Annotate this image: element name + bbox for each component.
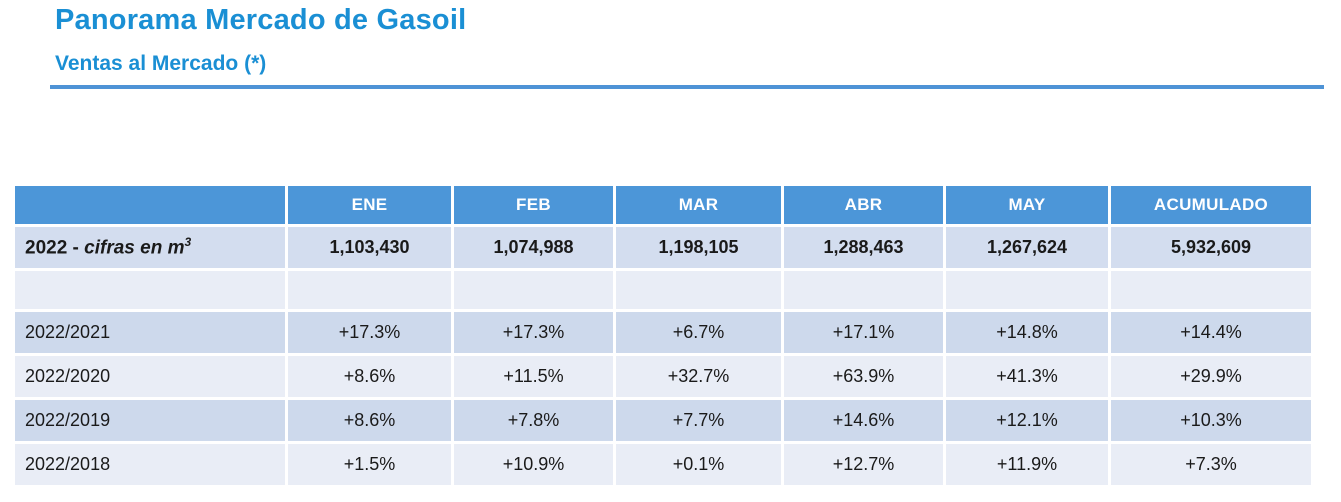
pct-cell-abr: +17.1% bbox=[784, 312, 943, 353]
table-header-row: ENE FEB MAR ABR MAY ACUMULADO bbox=[15, 186, 1311, 224]
volume-cell-acumulado: 5,932,609 bbox=[1111, 227, 1311, 268]
title-underline-rule bbox=[50, 85, 1324, 89]
volume-cell-abr: 1,288,463 bbox=[784, 227, 943, 268]
volume-cell-ene: 1,103,430 bbox=[288, 227, 451, 268]
pct-cell-abr: +12.7% bbox=[784, 444, 943, 485]
spacer-cell bbox=[946, 271, 1108, 309]
pct-cell-feb: +17.3% bbox=[454, 312, 613, 353]
row-label: 2022/2020 bbox=[15, 356, 285, 397]
pct-cell-abr: +14.6% bbox=[784, 400, 943, 441]
pct-cell-ene: +1.5% bbox=[288, 444, 451, 485]
pct-cell-mar: +0.1% bbox=[616, 444, 781, 485]
pct-cell-may: +11.9% bbox=[946, 444, 1108, 485]
spacer-cell bbox=[1111, 271, 1311, 309]
volume-cell-may: 1,267,624 bbox=[946, 227, 1108, 268]
row-label: 2022/2018 bbox=[15, 444, 285, 485]
pct-cell-feb: +7.8% bbox=[454, 400, 613, 441]
comparison-row-2022-2021: 2022/2021 +17.3% +17.3% +6.7% +17.1% +14… bbox=[15, 312, 1311, 353]
volume-label-year: 2022 bbox=[25, 237, 68, 259]
volume-row-2022: 2022 - cifras en m3 1,103,430 1,074,988 … bbox=[15, 227, 1311, 268]
pct-cell-ene: +8.6% bbox=[288, 356, 451, 397]
col-header-mar: MAR bbox=[616, 186, 781, 224]
pct-cell-may: +12.1% bbox=[946, 400, 1108, 441]
volume-cell-feb: 1,074,988 bbox=[454, 227, 613, 268]
page-title: Panorama Mercado de Gasoil bbox=[55, 4, 467, 36]
pct-cell-feb: +11.5% bbox=[454, 356, 613, 397]
col-header-ene: ENE bbox=[288, 186, 451, 224]
volume-label-unit: cifras en m bbox=[84, 237, 185, 259]
pct-cell-acumulado: +7.3% bbox=[1111, 444, 1311, 485]
spacer-row bbox=[15, 271, 1311, 309]
pct-cell-acumulado: +10.3% bbox=[1111, 400, 1311, 441]
spacer-cell bbox=[454, 271, 613, 309]
col-header-acumulado: ACUMULADO bbox=[1111, 186, 1311, 224]
pct-cell-acumulado: +29.9% bbox=[1111, 356, 1311, 397]
spacer-cell bbox=[616, 271, 781, 309]
comparison-row-2022-2020: 2022/2020 +8.6% +11.5% +32.7% +63.9% +41… bbox=[15, 356, 1311, 397]
pct-cell-ene: +8.6% bbox=[288, 400, 451, 441]
volume-row-label: 2022 - cifras en m3 bbox=[15, 227, 285, 268]
pct-cell-acumulado: +14.4% bbox=[1111, 312, 1311, 353]
sales-table: ENE FEB MAR ABR MAY ACUMULADO 2022 - cif… bbox=[12, 183, 1314, 488]
comparison-row-2022-2018: 2022/2018 +1.5% +10.9% +0.1% +12.7% +11.… bbox=[15, 444, 1311, 485]
page-subtitle: Ventas al Mercado (*) bbox=[55, 52, 267, 75]
row-label: 2022/2021 bbox=[15, 312, 285, 353]
col-header-may: MAY bbox=[946, 186, 1108, 224]
spacer-cell bbox=[15, 271, 285, 309]
pct-cell-mar: +7.7% bbox=[616, 400, 781, 441]
pct-cell-mar: +6.7% bbox=[616, 312, 781, 353]
spacer-cell bbox=[288, 271, 451, 309]
pct-cell-abr: +63.9% bbox=[784, 356, 943, 397]
volume-label-separator: - bbox=[67, 237, 85, 259]
volume-cell-mar: 1,198,105 bbox=[616, 227, 781, 268]
pct-cell-may: +41.3% bbox=[946, 356, 1108, 397]
spacer-cell bbox=[784, 271, 943, 309]
col-header-empty bbox=[15, 186, 285, 224]
pct-cell-feb: +10.9% bbox=[454, 444, 613, 485]
col-header-abr: ABR bbox=[784, 186, 943, 224]
volume-label-unit-exponent: 3 bbox=[184, 235, 192, 250]
row-label: 2022/2019 bbox=[15, 400, 285, 441]
comparison-row-2022-2019: 2022/2019 +8.6% +7.8% +7.7% +14.6% +12.1… bbox=[15, 400, 1311, 441]
pct-cell-may: +14.8% bbox=[946, 312, 1108, 353]
col-header-feb: FEB bbox=[454, 186, 613, 224]
pct-cell-mar: +32.7% bbox=[616, 356, 781, 397]
pct-cell-ene: +17.3% bbox=[288, 312, 451, 353]
